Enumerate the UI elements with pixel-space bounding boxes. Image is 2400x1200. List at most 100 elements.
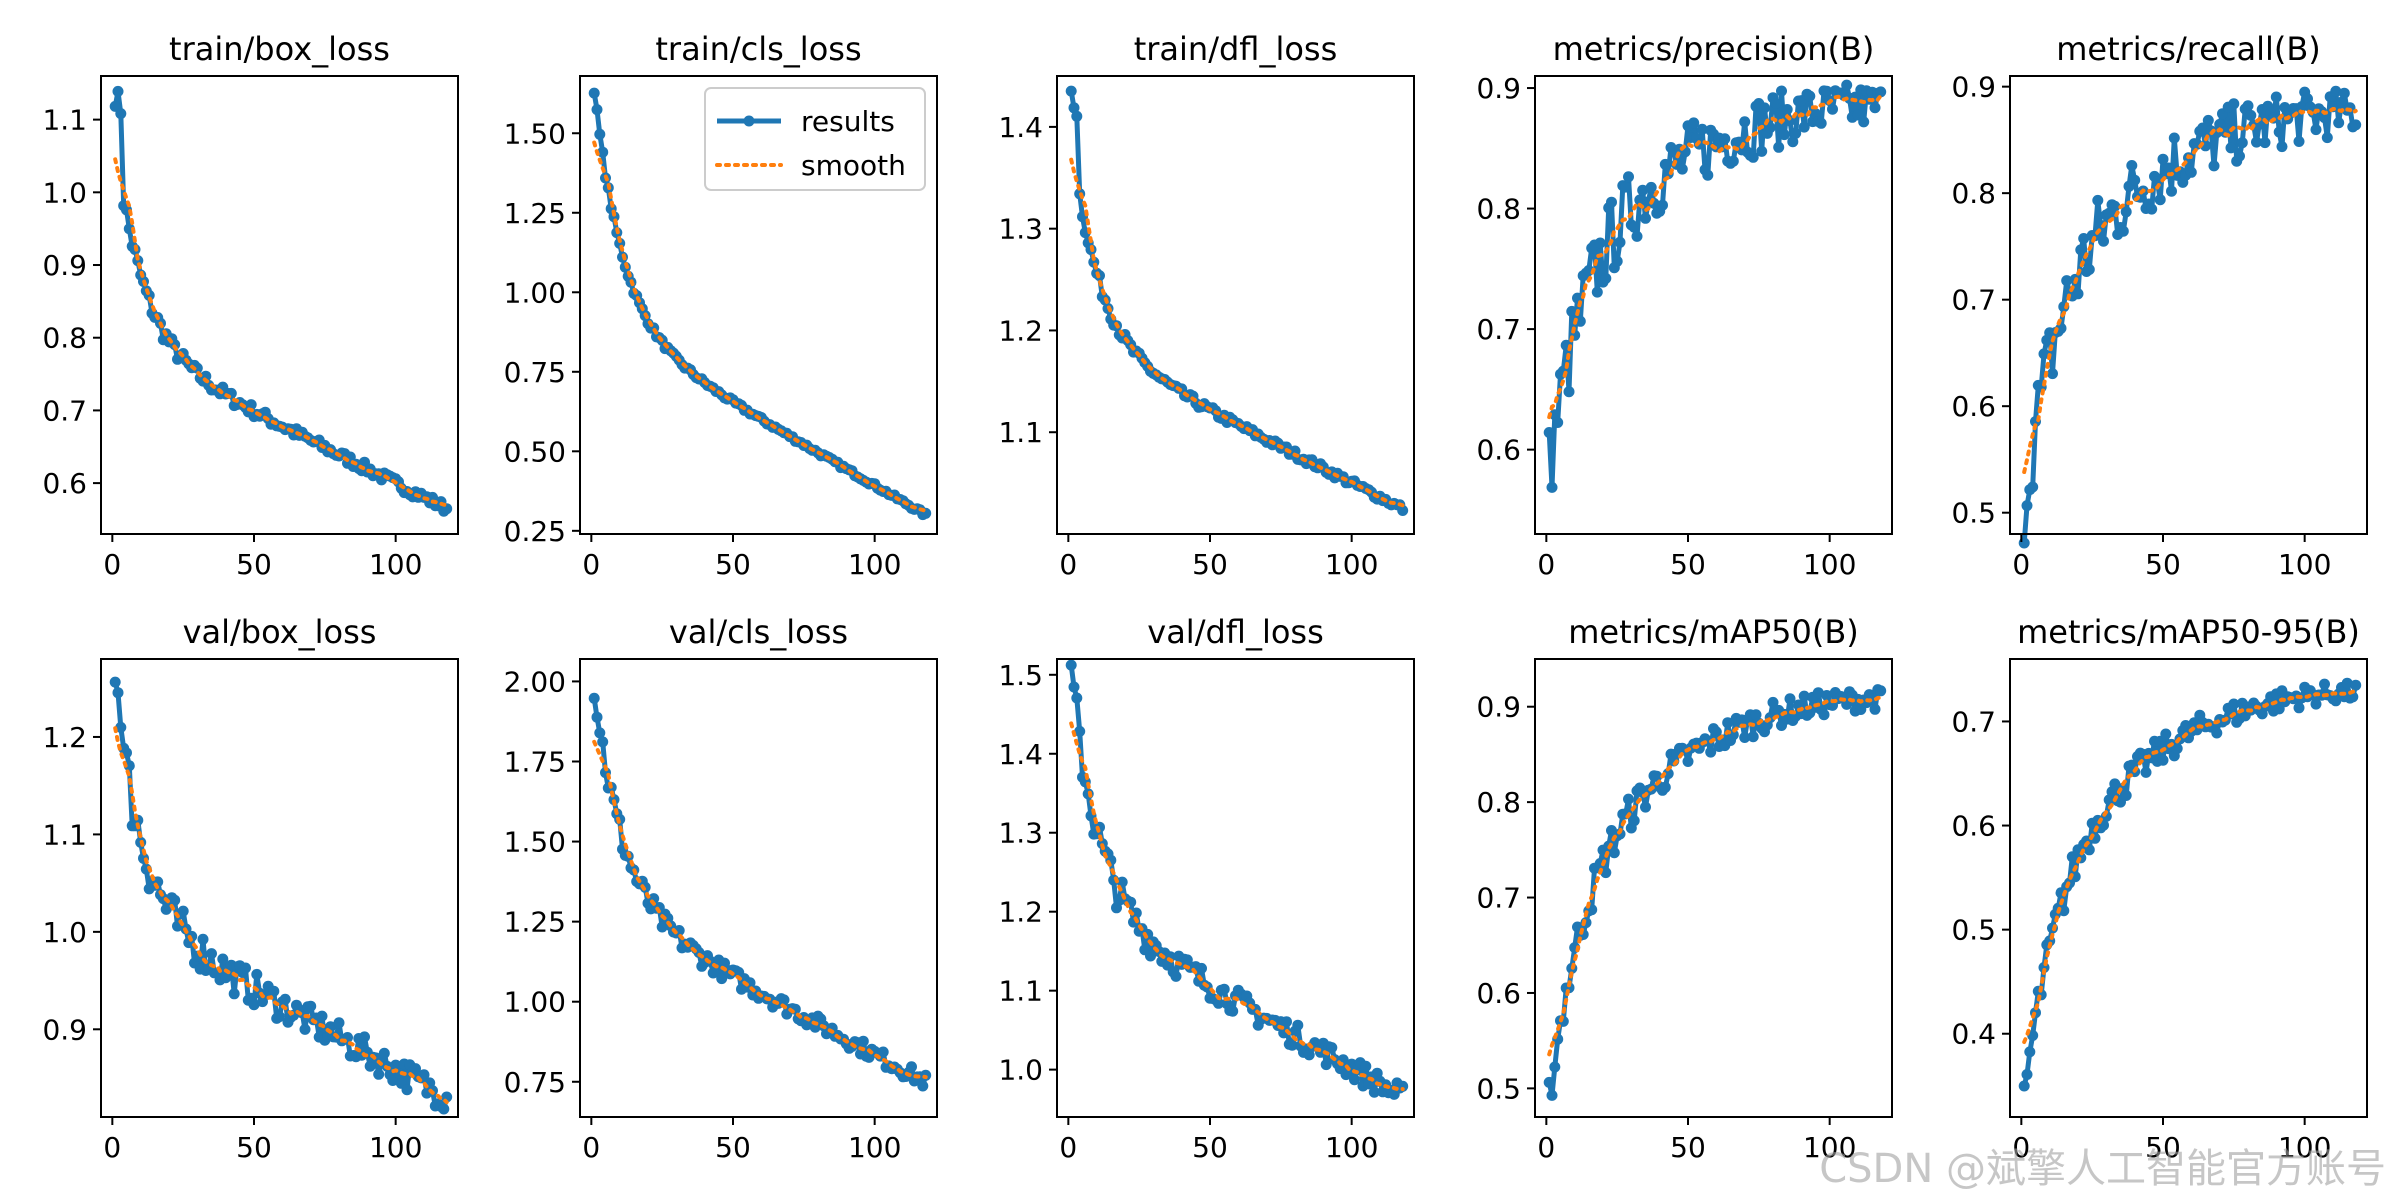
axes-frame xyxy=(579,658,938,1118)
results-point xyxy=(268,985,280,997)
results-point xyxy=(1600,272,1612,284)
results-point xyxy=(2333,117,2345,129)
results-point xyxy=(2024,1046,2036,1058)
results-point xyxy=(2341,677,2353,689)
results-point xyxy=(1776,85,1787,97)
y-tick-label: 0.6 xyxy=(1951,810,1996,843)
y-tick-label: 1.0 xyxy=(998,1054,1043,1087)
subplot-title: metrics/recall(B) xyxy=(2056,30,2321,68)
subplot-title: val/dfl_loss xyxy=(1147,613,1324,651)
results-point xyxy=(1065,659,1077,671)
results-point xyxy=(1719,133,1731,145)
results-point xyxy=(2098,235,2109,247)
results-point xyxy=(2197,122,2209,134)
results-point xyxy=(228,988,240,1000)
y-tick-label: 0.50 xyxy=(504,435,566,468)
results-point xyxy=(2321,132,2333,144)
results-point xyxy=(1781,104,1793,115)
results-point xyxy=(1659,781,1671,793)
results-point xyxy=(2166,185,2177,197)
results-point xyxy=(2160,728,2172,740)
results-point xyxy=(2078,233,2090,244)
results-point xyxy=(1750,709,1762,721)
results-point xyxy=(1218,983,1230,995)
results-point xyxy=(778,994,790,1006)
results-point xyxy=(1821,690,1833,701)
results-point xyxy=(279,993,291,1005)
results-point xyxy=(2027,481,2039,493)
results-point xyxy=(1563,386,1575,398)
results-point xyxy=(1170,970,1182,982)
results-point xyxy=(597,736,609,748)
results-point xyxy=(2214,118,2226,130)
y-tick-label: 1.2 xyxy=(42,721,87,754)
results-point xyxy=(2293,702,2305,714)
x-tick-label: 0 xyxy=(2012,548,2030,581)
results-point xyxy=(1368,1086,1380,1098)
results-point xyxy=(2117,225,2129,237)
results-point xyxy=(2120,790,2132,801)
results-point xyxy=(2208,160,2220,172)
y-tick-label: 0.75 xyxy=(504,356,566,389)
results-point xyxy=(1747,731,1759,743)
results-point xyxy=(2109,200,2121,212)
results-point xyxy=(2211,727,2223,739)
results-point xyxy=(1696,123,1708,135)
results-point xyxy=(2047,368,2058,380)
legend-results-label: results xyxy=(801,105,895,138)
results-point xyxy=(206,948,217,960)
results-point xyxy=(1651,770,1663,782)
results-point xyxy=(2154,194,2166,206)
results-point xyxy=(1546,481,1558,493)
results-point xyxy=(364,1060,376,1072)
y-tick-label: 0.5 xyxy=(1951,497,1996,530)
smooth-line xyxy=(592,140,928,513)
subplot-train-box-loss: train/box_loss 0 50 100 0.6 0.7 0.8 0.9 1.0 1.1 xyxy=(42,30,459,581)
y-tick-label: 0.7 xyxy=(1951,284,1996,317)
results-point xyxy=(240,962,251,974)
y-tick-label: 1.0 xyxy=(42,176,87,209)
y-tick-label: 0.7 xyxy=(1951,705,1996,738)
results-point xyxy=(1620,181,1632,193)
x-tick-label: 50 xyxy=(2145,548,2181,581)
results-point xyxy=(1778,129,1790,141)
results-point xyxy=(316,1010,328,1022)
results-point xyxy=(1623,793,1634,805)
results-point xyxy=(438,1103,450,1115)
smooth-line xyxy=(1069,157,1405,508)
results-point xyxy=(1869,703,1881,715)
results-point xyxy=(359,1031,370,1043)
y-tick-label: 1.00 xyxy=(504,986,566,1019)
results-point xyxy=(1662,768,1674,780)
y-tick-label: 1.75 xyxy=(504,745,566,778)
smooth-line xyxy=(1069,721,1405,1092)
results-point xyxy=(1875,685,1887,697)
x-tick-label: 50 xyxy=(1192,1131,1228,1164)
results-point xyxy=(1546,1089,1558,1101)
y-tick-label: 0.4 xyxy=(1951,1018,1996,1051)
results-point xyxy=(1657,199,1668,211)
results-point xyxy=(1764,122,1776,134)
results-point xyxy=(1606,196,1617,208)
results-point xyxy=(1608,847,1620,859)
results-point xyxy=(1798,121,1810,133)
results-point xyxy=(2236,137,2248,149)
results-point xyxy=(1397,1080,1409,1092)
results-point xyxy=(1196,962,1207,974)
results-point xyxy=(1739,732,1751,743)
y-tick-label: 1.50 xyxy=(504,826,566,859)
results-point xyxy=(2330,85,2342,97)
results-point xyxy=(1702,169,1714,181)
x-tick-label: 50 xyxy=(2145,1131,2181,1164)
x-tick-label: 100 xyxy=(2278,1131,2331,1164)
y-tick-label: 1.3 xyxy=(998,817,1043,850)
results-point xyxy=(2171,743,2183,754)
results-point xyxy=(1543,427,1555,438)
results-point xyxy=(1818,709,1830,721)
x-tick-label: 50 xyxy=(715,548,751,581)
axes-frame xyxy=(100,75,459,535)
results-point xyxy=(2350,679,2362,691)
results-point xyxy=(1841,79,1853,91)
